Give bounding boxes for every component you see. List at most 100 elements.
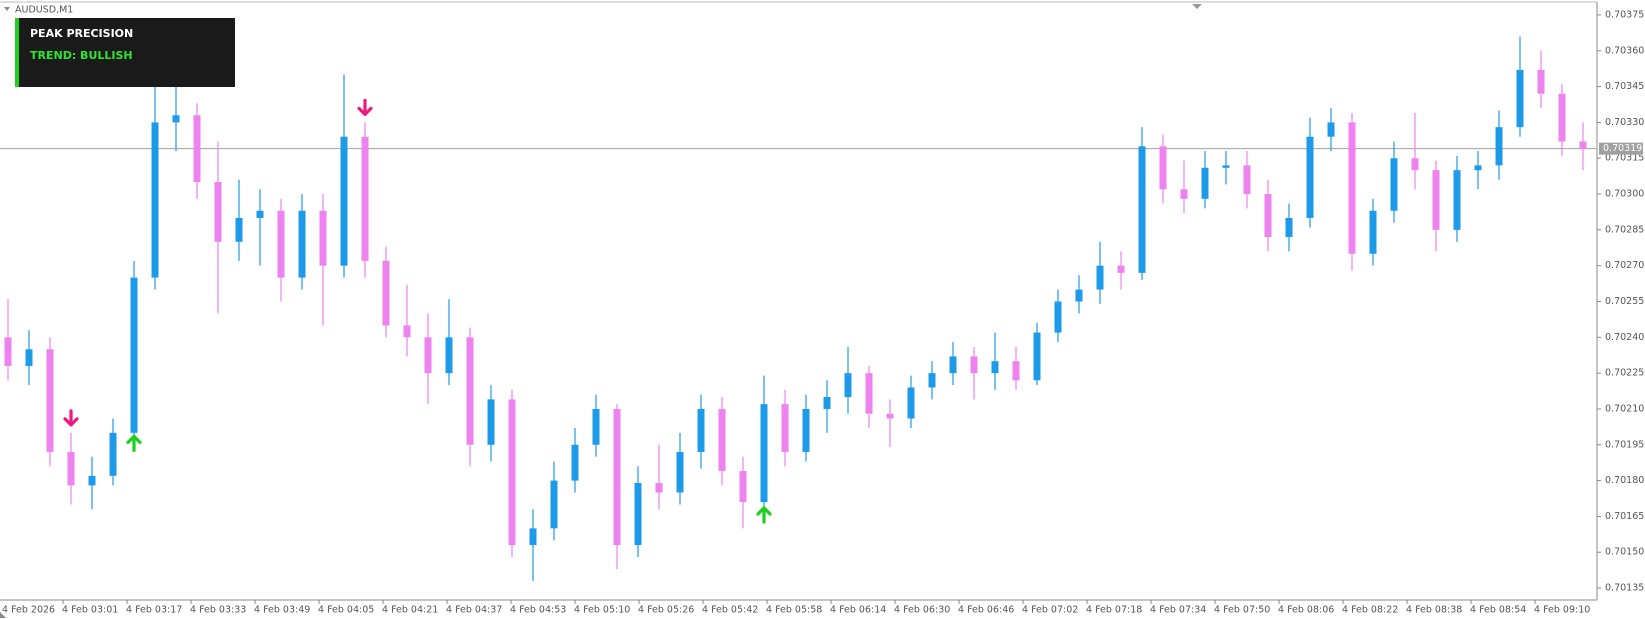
- x-tick-label: 4 Feb 04:21: [382, 605, 438, 616]
- symbol-triangle: [4, 7, 10, 11]
- x-tick-label: 4 Feb 06:46: [958, 605, 1014, 616]
- candle-body: [991, 361, 999, 374]
- candle-body: [592, 408, 600, 445]
- candle-body: [1558, 93, 1566, 142]
- candle-body: [46, 349, 54, 452]
- candle-body: [1474, 165, 1482, 171]
- buy-arrow: [756, 506, 772, 524]
- y-tick-label: 0.70210: [1605, 403, 1644, 414]
- candle-body: [1306, 136, 1314, 218]
- candle-body: [235, 217, 243, 242]
- candle-body: [886, 413, 894, 419]
- x-tick-label: 4 Feb 05:10: [574, 605, 630, 616]
- candle-body: [1222, 165, 1230, 168]
- buy-arrow: [126, 434, 142, 452]
- y-tick-label: 0.70255: [1605, 296, 1644, 307]
- candle-body: [613, 408, 621, 546]
- candle-body: [466, 337, 474, 445]
- candle-body: [907, 387, 915, 419]
- candle-body: [1453, 170, 1461, 230]
- shift-marker: [1192, 4, 1202, 9]
- candle-body: [1138, 146, 1146, 273]
- x-tick-label: 4 Feb 06:14: [830, 605, 886, 616]
- candle-body: [67, 451, 75, 486]
- candle-body: [1537, 69, 1545, 94]
- candle-body: [130, 277, 138, 433]
- panel-title: PEAK PRECISION: [30, 27, 133, 40]
- x-tick-label: 4 Feb 03:49: [254, 605, 310, 616]
- x-tick-label: 4 Feb 08:22: [1342, 605, 1398, 616]
- candle-body: [1411, 158, 1419, 171]
- candle-body: [1243, 165, 1251, 195]
- candle-body: [718, 408, 726, 472]
- candle-body: [361, 136, 369, 261]
- y-tick-label: 0.70330: [1605, 117, 1644, 128]
- x-tick-label: 4 Feb 06:30: [894, 605, 950, 616]
- y-tick-label: 0.70180: [1605, 475, 1644, 486]
- candle-body: [1390, 158, 1398, 211]
- candle-body: [1579, 141, 1587, 149]
- candle-body: [1117, 265, 1125, 273]
- candle-body: [1201, 167, 1209, 199]
- candle-body: [949, 356, 957, 374]
- candle-body: [1495, 127, 1503, 166]
- sell-arrow: [357, 98, 373, 116]
- candle-body: [781, 404, 789, 452]
- y-tick-label: 0.70165: [1605, 511, 1644, 522]
- x-tick-label: 4 Feb 07:50: [1214, 605, 1270, 616]
- candle-body: [676, 451, 684, 493]
- candle-body: [193, 115, 201, 183]
- panel-trend: TREND: BULLISH: [30, 49, 133, 62]
- x-tick-label: 4 Feb 04:37: [446, 605, 502, 616]
- candle-body: [802, 408, 810, 452]
- candle-body: [1369, 210, 1377, 254]
- candle-body: [277, 210, 285, 278]
- corner-marker: [0, 612, 6, 618]
- candle-body: [634, 482, 642, 546]
- candle-body: [1432, 170, 1440, 230]
- y-tick-label: 0.70195: [1605, 439, 1644, 450]
- x-tick-label: 4 Feb 03:33: [190, 605, 246, 616]
- candle-body: [655, 482, 663, 493]
- last-price-label: 0.70319: [1603, 143, 1642, 154]
- y-tick-label: 0.70375: [1605, 9, 1644, 20]
- sell-arrow: [63, 409, 79, 427]
- candle-body: [1075, 289, 1083, 302]
- y-tick-label: 0.70150: [1605, 547, 1644, 558]
- panel-accent: [15, 18, 19, 87]
- symbol-label: AUDUSD,M1: [15, 5, 73, 16]
- x-tick-label: 4 Feb 08:38: [1406, 605, 1462, 616]
- candle-body: [319, 210, 327, 266]
- y-tick-label: 0.70240: [1605, 332, 1644, 343]
- candle-body: [844, 373, 852, 398]
- info-panel: [15, 18, 235, 87]
- candle-body: [340, 136, 348, 266]
- y-tick-label: 0.70285: [1605, 224, 1644, 235]
- candle-body: [298, 210, 306, 278]
- x-tick-label: 4 Feb 07:18: [1086, 605, 1142, 616]
- x-tick-label: 4 Feb 08:54: [1470, 605, 1526, 616]
- candle-body: [1033, 332, 1041, 381]
- candle-body: [508, 399, 516, 546]
- candle-body: [1012, 361, 1020, 381]
- candle-body: [88, 475, 96, 486]
- candle-body: [382, 260, 390, 326]
- x-tick-label: 4 Feb 07:34: [1150, 605, 1206, 616]
- candle-body: [487, 399, 495, 445]
- x-tick-label: 4 Feb 04:53: [510, 605, 566, 616]
- y-tick-label: 0.70135: [1605, 583, 1644, 594]
- candle-body: [109, 432, 117, 476]
- last-price-box: [1599, 142, 1643, 155]
- x-tick-label: 4 Feb 2026: [2, 605, 55, 616]
- candle-body: [403, 325, 411, 338]
- y-tick-label: 0.70345: [1605, 81, 1644, 92]
- candle-body: [424, 337, 432, 374]
- y-tick-label: 0.70270: [1605, 260, 1644, 271]
- candle-body: [739, 471, 747, 503]
- x-tick-label: 4 Feb 07:02: [1022, 605, 1078, 616]
- candle-body: [529, 528, 537, 546]
- candle-body: [151, 122, 159, 278]
- candle-body: [760, 404, 768, 503]
- x-tick-label: 4 Feb 04:05: [318, 605, 374, 616]
- candle-body: [1159, 146, 1167, 190]
